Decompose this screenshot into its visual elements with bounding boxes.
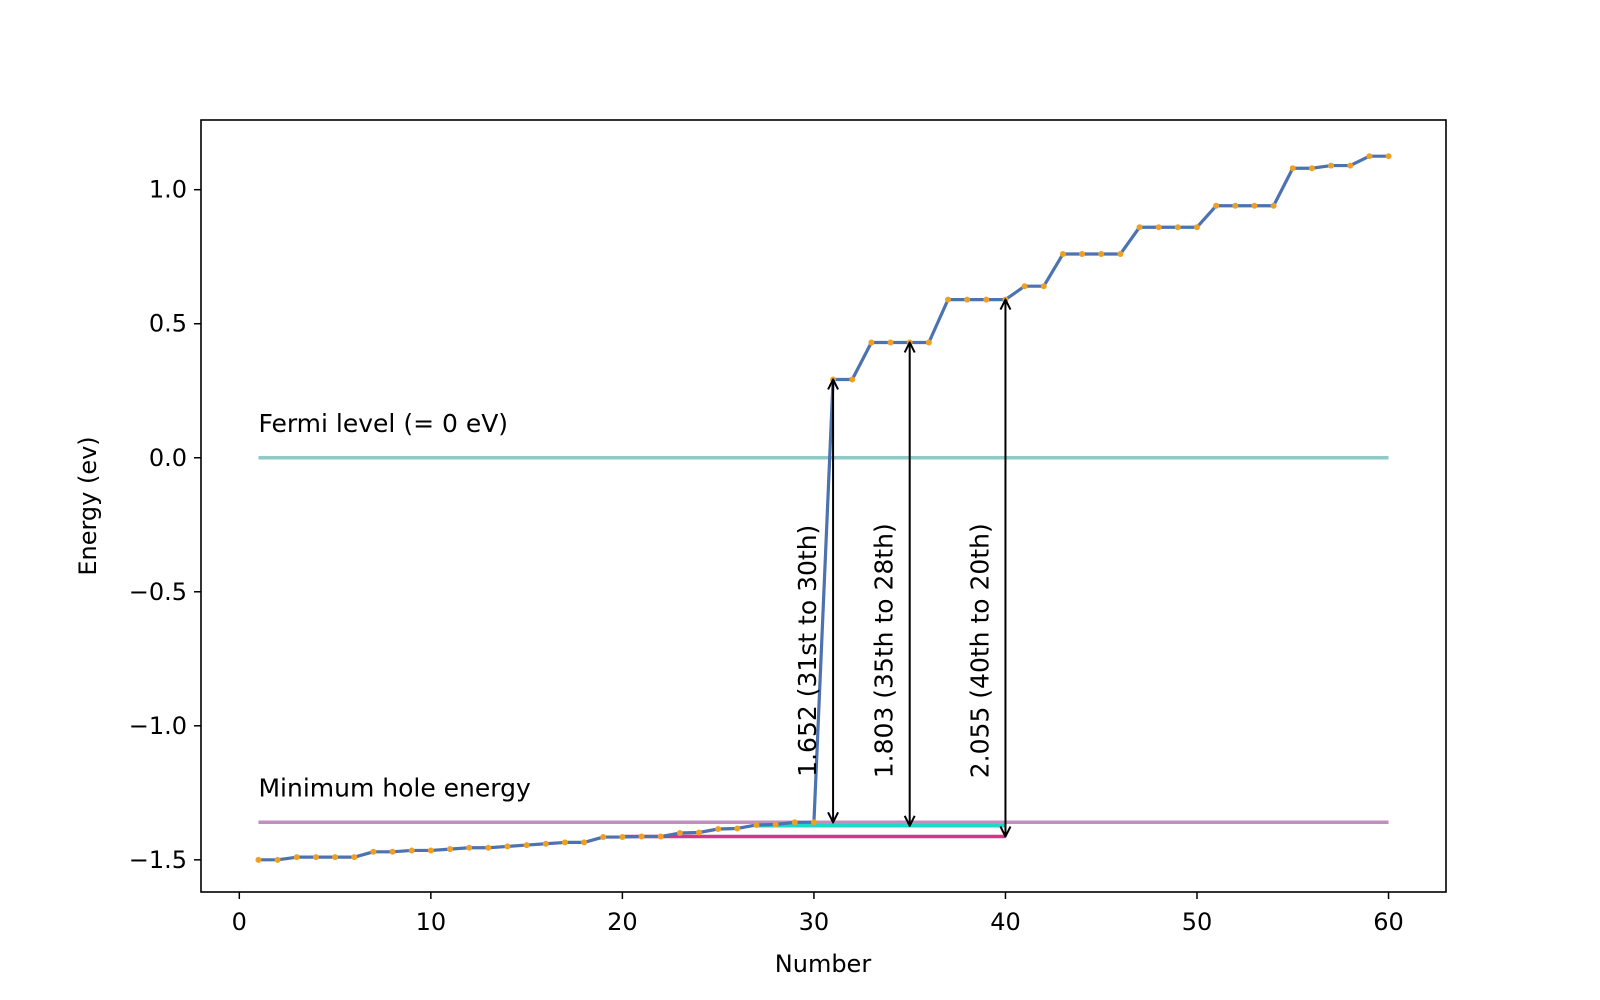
- data-point: [983, 296, 990, 303]
- data-point: [466, 844, 473, 851]
- data-point: [945, 296, 951, 303]
- data-point: [1194, 224, 1200, 231]
- y-tick-label: 0.5: [149, 310, 187, 338]
- y-axis: −1.5 −1.0 −0.5 0.0 0.5 1.0: [129, 176, 201, 874]
- plot-frame: [200, 119, 1447, 893]
- data-point: [408, 847, 415, 854]
- data-point: [332, 854, 339, 861]
- y-tick-label: −1.5: [129, 846, 187, 874]
- data-point: [389, 848, 396, 855]
- data-point: [255, 856, 262, 863]
- data-point: [696, 829, 702, 836]
- x-tick-label: 30: [799, 908, 830, 936]
- data-point: [887, 339, 894, 346]
- data-point: [868, 339, 875, 346]
- x-tick-label: 60: [1373, 908, 1404, 936]
- series-line-0: [258, 154, 1389, 862]
- arrow-label-1: 1.803 (35th to 28th): [870, 523, 899, 778]
- data-point: [370, 848, 377, 855]
- data-point: [1079, 251, 1086, 258]
- data-point: [1366, 153, 1373, 160]
- data-point: [293, 854, 300, 861]
- data-point: [772, 821, 779, 828]
- data-point: [791, 819, 798, 826]
- data-point: [427, 847, 434, 854]
- horizontal-lines: Fermi level (= 0 eV) Minimum hole energy: [258, 409, 1389, 839]
- data-point: [485, 844, 492, 851]
- x-tick-label: 40: [990, 908, 1021, 936]
- data-point: [638, 833, 645, 840]
- data-point: [351, 854, 358, 861]
- data-point: [964, 296, 971, 303]
- data-point: [1328, 162, 1335, 169]
- x-tick-label: 10: [416, 908, 447, 936]
- x-tick-label: 0: [232, 908, 247, 936]
- arrow-label-2: 2.055 (40th to 20th): [965, 523, 994, 778]
- y-tick-label: 0.0: [149, 444, 187, 472]
- data-point: [849, 376, 856, 383]
- arrow-label-0: 1.652 (31st to 30th): [793, 525, 822, 777]
- data-point: [619, 834, 626, 841]
- data-point: [561, 839, 568, 846]
- data-point: [753, 821, 760, 828]
- data-point: [1040, 283, 1047, 290]
- arrows-group: 1.652 (31st to 30th) 1.803 (35th to 28th)…: [793, 300, 1005, 837]
- data-point: [1155, 224, 1162, 231]
- data-point: [1289, 165, 1296, 172]
- data-point: [447, 846, 453, 853]
- data-point: [810, 819, 817, 826]
- x-axis: 0 10 20 30 40 50 60: [232, 892, 1404, 936]
- data-point: [1059, 251, 1066, 258]
- hline-label-0: Fermi level (= 0 eV): [258, 409, 508, 438]
- data-point: [1213, 202, 1220, 209]
- y-axis-label: Energy (ev): [74, 436, 102, 575]
- data-point: [734, 825, 741, 832]
- data-point: [1347, 162, 1354, 169]
- y-tick-label: −1.0: [129, 712, 187, 740]
- data-point: [925, 339, 932, 346]
- data-point: [504, 843, 511, 850]
- x-tick-label: 50: [1182, 908, 1213, 936]
- data-point: [523, 842, 530, 849]
- hline-label-1: Minimum hole energy: [258, 773, 531, 802]
- x-tick-label: 20: [607, 908, 638, 936]
- y-tick-label: 1.0: [149, 176, 187, 204]
- data-point: [1021, 283, 1028, 290]
- x-axis-label: Number: [775, 950, 872, 978]
- data-point: [1174, 224, 1181, 231]
- data-point: [1251, 202, 1258, 209]
- data-point: [1385, 153, 1392, 160]
- series-group: [255, 153, 1392, 863]
- data-point: [274, 856, 281, 863]
- y-tick-label: −0.5: [129, 578, 187, 606]
- data-point: [1136, 224, 1143, 231]
- data-point: [1308, 165, 1315, 172]
- data-point: [715, 826, 722, 833]
- data-point: [1098, 251, 1105, 258]
- data-point: [676, 830, 683, 837]
- data-point: [542, 840, 549, 847]
- data-point: [312, 854, 319, 861]
- data-point: [600, 834, 607, 841]
- data-point: [1270, 202, 1277, 209]
- data-point: [1232, 202, 1239, 209]
- data-point: [581, 839, 588, 846]
- data-point: [657, 833, 664, 840]
- data-point: [1117, 251, 1124, 258]
